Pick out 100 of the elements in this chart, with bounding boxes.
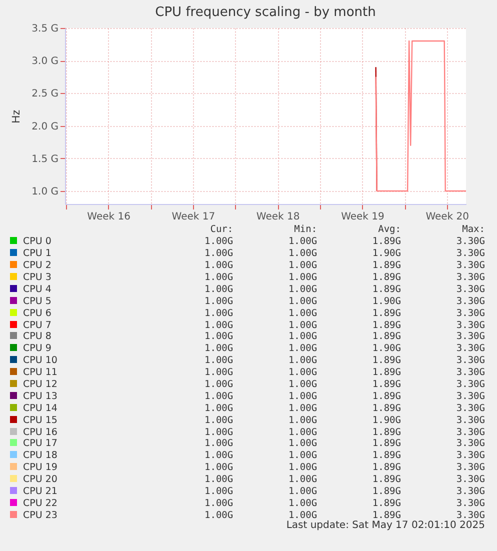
text: 1.00G: [287, 307, 318, 320]
legend-label: CPU 10: [22, 354, 58, 367]
text: 1.90G: [371, 342, 401, 355]
text: 1.89G: [371, 260, 401, 272]
text: 1.00G: [204, 402, 234, 414]
text: 1.89G: [371, 307, 401, 320]
text: 1.89G: [371, 438, 401, 450]
legend-label: CPU 9: [22, 342, 52, 355]
text: 1.90G: [371, 248, 401, 260]
x-tick-label: Week 16: [87, 212, 130, 222]
legend-label: CPU 3: [22, 272, 52, 284]
text: 3.30G: [455, 331, 485, 343]
text: 1.89G: [371, 402, 401, 414]
text: 1.00G: [204, 438, 234, 450]
y-tick-label: 3.5 G: [32, 24, 58, 34]
text: 1.89G: [371, 450, 401, 462]
text: 1.00G: [287, 426, 318, 438]
legend-label: CPU 4: [22, 283, 52, 296]
text: 1.90G: [371, 295, 401, 308]
text: 3.30G: [455, 414, 485, 426]
legend-label: CPU 21: [22, 486, 58, 498]
text: Avg:: [377, 224, 401, 236]
legend-label: CPU 20: [22, 474, 58, 486]
text: 1.00G: [204, 497, 234, 510]
text: 1.00G: [204, 486, 234, 498]
legend-label: CPU 12: [22, 378, 58, 390]
text: 1.89G: [371, 509, 401, 521]
text: 1.00G: [287, 438, 318, 450]
text: 1.00G: [204, 319, 234, 332]
legend-label: CPU 11: [22, 366, 58, 379]
text: 1.00G: [287, 390, 318, 402]
legend-label: CPU 18: [22, 450, 58, 462]
text: 3.30G: [455, 354, 485, 367]
text: 1.00G: [287, 354, 318, 367]
y-tick-label: 1.5 G: [32, 154, 58, 165]
text: 1.00G: [287, 319, 318, 332]
text: 1.00G: [204, 283, 234, 296]
legend-label: CPU 15: [22, 414, 58, 426]
text: 1.00G: [204, 342, 234, 355]
text: 3.30G: [455, 342, 485, 355]
chart-title: CPU frequency scaling - by month: [155, 5, 376, 20]
text: 1.00G: [204, 450, 234, 462]
text: 3.30G: [455, 319, 485, 332]
text: 1.00G: [204, 366, 234, 379]
text: 1.00G: [204, 295, 234, 308]
x-tick-label: Week 20: [426, 212, 470, 222]
text: 3.30G: [455, 438, 485, 450]
text: 1.00G: [287, 331, 318, 343]
text: 1.89G: [371, 366, 401, 379]
text: 1.89G: [371, 283, 401, 296]
text: 1.89G: [371, 474, 401, 486]
text: 1.00G: [287, 272, 318, 284]
x-tick-label: Week 17: [172, 212, 216, 222]
y-tick-label: 1.0 G: [32, 186, 58, 198]
text: Max:: [461, 224, 485, 236]
text: 1.00G: [204, 462, 234, 474]
text: 1.89G: [371, 462, 401, 474]
text: 1.00G: [287, 450, 318, 462]
legend-label: CPU 14: [22, 402, 58, 414]
text: 1.00G: [204, 272, 234, 284]
text: 3.30G: [455, 426, 485, 438]
text: 1.89G: [371, 331, 401, 343]
text: 1.89G: [371, 486, 401, 498]
text: 1.00G: [287, 260, 318, 272]
text: 3.30G: [456, 509, 485, 521]
text: 1.00G: [204, 378, 234, 390]
text: 1.89G: [371, 497, 401, 510]
text: 3.30G: [455, 390, 485, 402]
text: 1.89G: [371, 426, 401, 438]
text: 1.00G: [287, 474, 318, 486]
text: 1.00G: [204, 307, 234, 320]
text: 3.30G: [455, 474, 485, 486]
legend-label: CPU 22: [22, 497, 58, 510]
text: 3.30G: [455, 248, 485, 260]
legend-label: CPU 6: [22, 307, 52, 320]
legend-label: CPU 5: [22, 295, 52, 308]
text: 1.89G: [371, 272, 401, 284]
text: 3.30G: [455, 486, 485, 498]
text: Cur:: [209, 224, 234, 236]
text: 1.00G: [204, 474, 234, 486]
text: 3.30G: [455, 307, 485, 320]
text: 1.00G: [204, 260, 234, 272]
y-tick-label: 2.0 G: [32, 121, 58, 132]
legend-label: CPU 7: [22, 319, 52, 332]
x-tick-label: Week 18: [256, 212, 300, 222]
text: 1.00G: [287, 402, 318, 414]
text: 3.30G: [455, 462, 485, 474]
text: 1.89G: [371, 319, 401, 332]
legend-label: CPU 8: [22, 331, 52, 343]
legend-label: CPU 19: [22, 462, 58, 474]
text: 1.00G: [204, 414, 234, 426]
legend-label: CPU 13: [22, 390, 58, 402]
y-tick-label: 2.5 G: [32, 88, 58, 100]
legend-label: CPU 2: [22, 260, 52, 272]
legend-label: CPU 17: [22, 438, 58, 450]
text: 1.00G: [204, 331, 234, 343]
legend-label: CPU 1: [22, 248, 52, 260]
text: 1.89G: [371, 378, 401, 390]
text: 1.00G: [288, 509, 318, 521]
text: 3.30G: [455, 260, 485, 272]
